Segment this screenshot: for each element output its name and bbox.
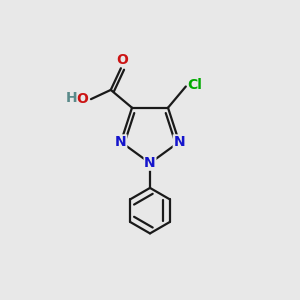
Text: N: N [115,135,127,149]
Text: O: O [116,53,128,67]
Text: O: O [77,92,88,106]
Text: H: H [66,91,78,105]
Text: Cl: Cl [187,78,202,92]
Text: N: N [173,135,185,149]
Text: N: N [144,156,156,170]
